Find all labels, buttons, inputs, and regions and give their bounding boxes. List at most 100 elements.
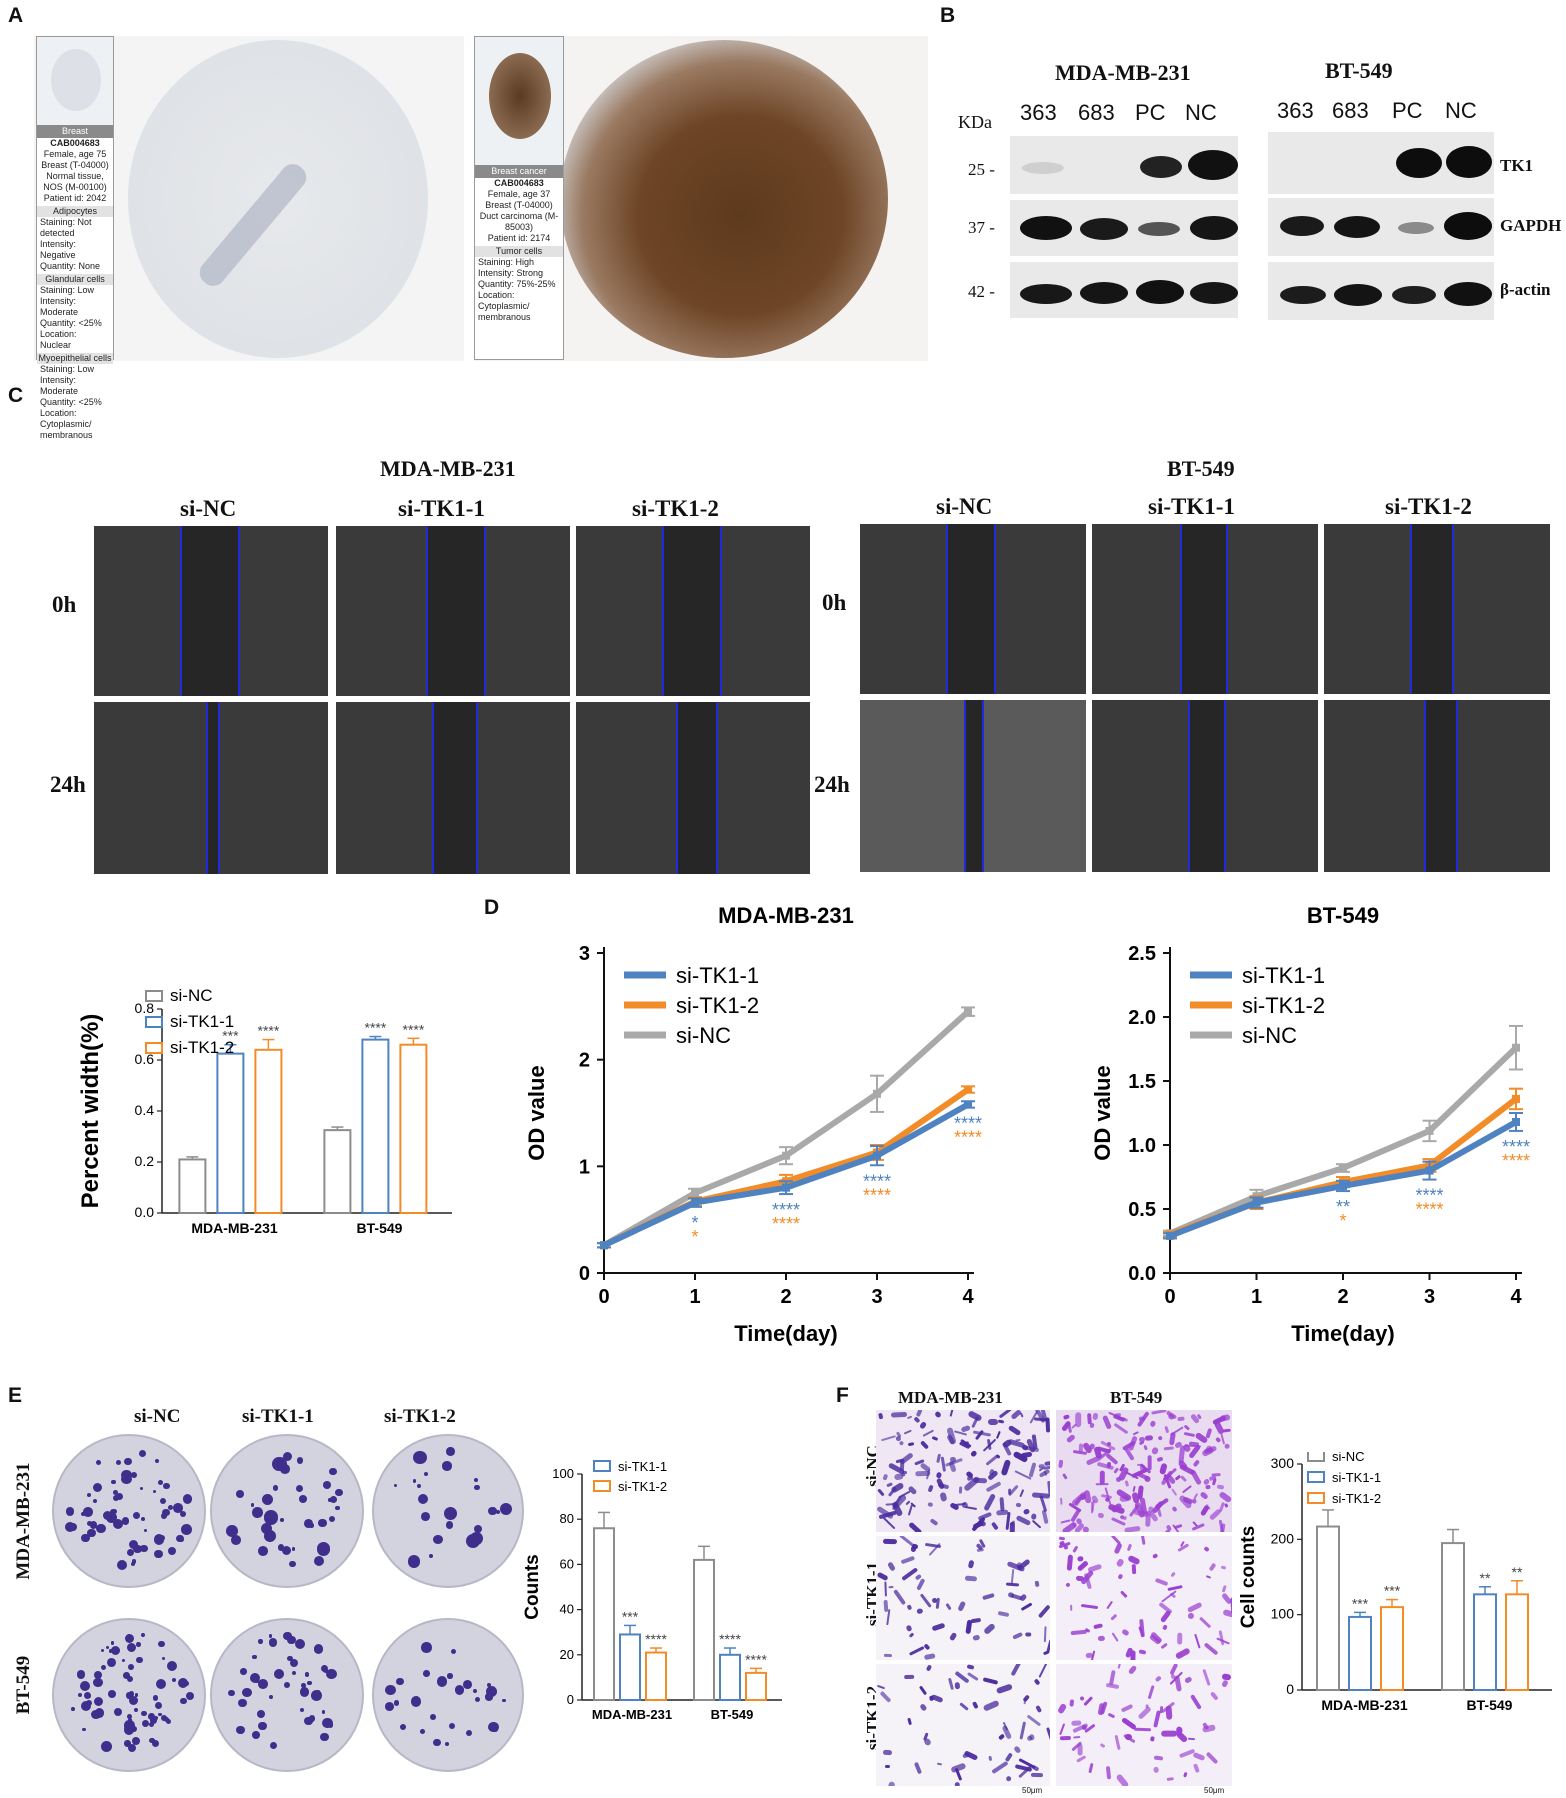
colony-dot xyxy=(93,1677,103,1688)
colony-dot xyxy=(113,1519,124,1530)
colony-dot xyxy=(236,1725,246,1735)
cell-mark xyxy=(1199,1504,1210,1517)
cell-mark xyxy=(1178,1416,1186,1422)
colony-dot xyxy=(296,1484,304,1492)
colony-dot xyxy=(488,1506,497,1516)
colony-dot xyxy=(117,1559,127,1570)
colony-dot xyxy=(154,1549,163,1559)
cell-mark xyxy=(1071,1629,1088,1635)
colony-dot xyxy=(396,1677,404,1685)
cell-mark xyxy=(881,1434,897,1442)
cell-mark xyxy=(918,1685,927,1696)
colony-dot xyxy=(238,1698,247,1708)
data-point xyxy=(1166,1231,1174,1240)
colony-dot xyxy=(167,1547,176,1556)
cell-mark xyxy=(1176,1543,1189,1553)
cell-mark xyxy=(1120,1628,1130,1637)
cell-mark xyxy=(1152,1552,1159,1559)
bar xyxy=(1316,1525,1340,1691)
cell-mark xyxy=(947,1677,954,1690)
cell-mark xyxy=(1107,1713,1115,1719)
legend-label: si-TK1-1 xyxy=(676,963,759,988)
staining-row: Intensity: Moderate xyxy=(40,296,79,317)
colony-dot xyxy=(279,1464,290,1474)
colony-dot xyxy=(143,1528,147,1532)
cell-mark xyxy=(940,1491,948,1502)
data-point xyxy=(1512,1117,1520,1126)
cell-mark xyxy=(889,1585,894,1588)
cell-mark xyxy=(1070,1422,1077,1429)
data-point xyxy=(691,1189,699,1197)
colony-dot xyxy=(328,1516,335,1523)
colony-dot xyxy=(271,1456,287,1472)
cell-mark xyxy=(1132,1430,1140,1436)
cell-mark xyxy=(891,1412,908,1419)
scratch-image xyxy=(1324,700,1550,872)
x-axis-label: Time(day) xyxy=(1291,1321,1395,1346)
legend-label: si-NC xyxy=(676,1023,731,1048)
row-label: MDA-MB-231 xyxy=(13,1462,34,1580)
colony-dot xyxy=(299,1707,305,1713)
colony-dot xyxy=(417,1493,428,1504)
cell-mark xyxy=(1205,1575,1212,1580)
cell-mark xyxy=(1154,1755,1164,1760)
cell-mark xyxy=(972,1633,981,1641)
significance-label: **** xyxy=(954,1128,982,1148)
colony-dot xyxy=(486,1686,498,1698)
cell-mark xyxy=(1041,1510,1049,1525)
x-tick-label: 4 xyxy=(1510,1286,1522,1308)
colony-dot xyxy=(410,1695,422,1707)
colony-dot xyxy=(173,1503,184,1513)
colony-dot xyxy=(101,1741,113,1753)
colony-dot xyxy=(84,1692,92,1700)
colony-dot xyxy=(486,1682,492,1688)
cell-mark xyxy=(1198,1616,1212,1629)
colony-dot xyxy=(154,1702,162,1710)
lane-label: NC xyxy=(1185,100,1217,125)
colony-dot xyxy=(131,1471,138,1478)
cell-mark xyxy=(884,1654,893,1657)
cell-mark xyxy=(1106,1765,1112,1780)
colony-dot xyxy=(92,1498,97,1503)
cell-mark xyxy=(908,1521,923,1532)
cell-mark xyxy=(1221,1585,1227,1593)
cancer-tissue-core xyxy=(560,40,888,358)
cell-mark xyxy=(1167,1777,1175,1781)
colony-dot xyxy=(134,1707,139,1712)
colony-dot xyxy=(313,1555,325,1567)
cell-mark xyxy=(972,1430,991,1437)
colony-dot xyxy=(280,1518,284,1522)
colony-dish xyxy=(52,1434,206,1588)
colony-dot xyxy=(414,1695,418,1700)
lane-label: NC xyxy=(1445,98,1477,123)
colony-dot xyxy=(474,1524,483,1534)
cell-mark xyxy=(887,1781,896,1786)
cell-mark xyxy=(1152,1766,1159,1773)
colony-counts-chart: 020406080100CountsMDA-MB-231*******BT-54… xyxy=(522,1452,782,1722)
colony-dot xyxy=(184,1680,189,1686)
colony-dot xyxy=(131,1559,136,1564)
data-point xyxy=(964,1007,972,1016)
x-axis-label: Time(day) xyxy=(734,1321,838,1346)
cell-mark xyxy=(1140,1536,1146,1545)
colony-dot xyxy=(86,1492,91,1498)
y-tick-label: 1 xyxy=(579,1156,590,1178)
panel-label-d: D xyxy=(484,896,500,919)
transwell-image xyxy=(876,1664,1050,1786)
scratch-image xyxy=(336,526,570,696)
colony-dot xyxy=(399,1723,406,1731)
y-axis-label: Cell counts xyxy=(1238,1526,1259,1628)
colony-dot xyxy=(393,1484,397,1488)
y-tick-label: 0.0 xyxy=(135,1204,155,1220)
cell-mark xyxy=(876,1685,885,1690)
cell-mark xyxy=(923,1643,931,1651)
cell-mark xyxy=(1019,1489,1025,1498)
colony-dot xyxy=(159,1534,166,1542)
cell-mark xyxy=(1019,1411,1024,1418)
cell-mark xyxy=(1020,1450,1033,1459)
cell-mark xyxy=(1144,1434,1153,1441)
y-tick-label: 1.0 xyxy=(1128,1135,1156,1157)
cell-mark xyxy=(1186,1612,1195,1620)
lane-label: PC xyxy=(1135,100,1166,125)
cell-mark xyxy=(1034,1580,1040,1588)
